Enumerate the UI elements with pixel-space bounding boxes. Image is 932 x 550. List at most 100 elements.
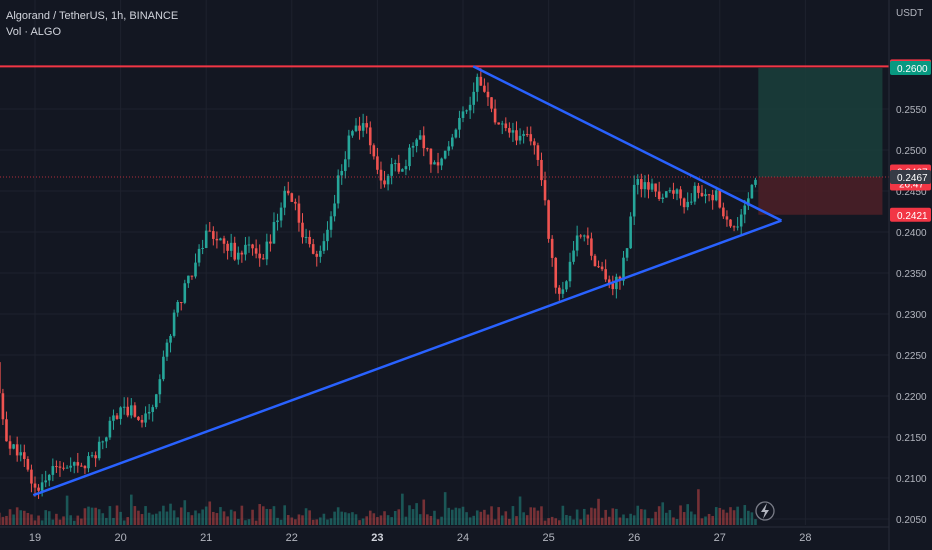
volume-bar xyxy=(172,510,176,525)
volume-bar xyxy=(361,518,365,525)
candle-body xyxy=(483,85,486,92)
candle-body xyxy=(675,189,679,194)
candle-body xyxy=(294,201,297,204)
price-tick-label: 0.2350 xyxy=(896,269,927,280)
candle-body xyxy=(629,216,632,249)
candle-body xyxy=(543,180,547,201)
volume-bar xyxy=(115,505,119,525)
candle-body xyxy=(661,197,665,200)
candle-body xyxy=(158,379,162,395)
volume-bar xyxy=(615,508,618,525)
lower-trendline xyxy=(32,219,782,497)
volume-bar xyxy=(597,498,600,525)
time-tick-label: 22 xyxy=(286,532,298,544)
candle-body xyxy=(126,406,130,416)
volume-bar xyxy=(368,510,372,525)
volume-bar xyxy=(714,507,718,525)
candle-body xyxy=(62,467,65,469)
volume-bar xyxy=(647,518,650,525)
price-tick-label: 0.2150 xyxy=(896,433,927,444)
volume-bar xyxy=(689,511,693,525)
volume-bar xyxy=(433,510,436,525)
candle-body xyxy=(754,179,757,185)
volume-bar xyxy=(650,518,654,525)
volume-bar xyxy=(169,503,172,525)
candle-body xyxy=(372,145,376,157)
candle-body xyxy=(105,437,108,442)
volume-label[interactable]: Vol · ALGO xyxy=(6,26,62,38)
volume-bar xyxy=(732,510,736,525)
candle-body xyxy=(165,342,169,357)
volume-bar xyxy=(176,517,179,525)
candle-body xyxy=(636,179,640,185)
candle-body xyxy=(108,420,112,438)
volume-bar xyxy=(568,515,572,525)
volume-bar xyxy=(386,515,390,525)
candle-body xyxy=(254,248,258,254)
candle-body xyxy=(536,145,540,160)
time-tick-label: 24 xyxy=(457,532,469,544)
volume-bar xyxy=(187,512,190,525)
volume-bar xyxy=(140,514,144,525)
candle-body xyxy=(472,91,475,105)
volume-bar xyxy=(600,517,604,525)
candles xyxy=(0,68,757,499)
volume-bar xyxy=(30,514,33,525)
volume-bar xyxy=(540,506,543,525)
candle-body xyxy=(554,257,558,288)
candle-body xyxy=(622,257,625,281)
volume-bar xyxy=(101,513,105,525)
candle-body xyxy=(5,419,8,442)
volume-bar xyxy=(15,507,19,525)
price-tick-label: 0.2550 xyxy=(896,105,927,116)
volume-bar xyxy=(722,509,725,525)
volume-bar xyxy=(579,519,582,525)
candle-body xyxy=(522,134,525,136)
volume-bar xyxy=(479,511,483,525)
volume-bar xyxy=(179,507,183,525)
price-axis[interactable]: USDT 0.2050 0.2100 0.2150 0.2200 0.2250 0.2300… xyxy=(888,0,932,550)
volume-bar xyxy=(565,514,568,525)
volume-bar xyxy=(162,505,165,525)
candle-body xyxy=(326,229,329,242)
volume-bar xyxy=(390,517,393,525)
volume-bars xyxy=(0,489,757,525)
candle-body xyxy=(137,416,140,420)
candle-body xyxy=(379,169,383,181)
time-tick-label: 20 xyxy=(114,532,126,544)
volume-bar xyxy=(351,512,354,525)
volume-bar xyxy=(604,509,607,525)
volume-bar xyxy=(672,517,675,525)
candle-body xyxy=(454,129,458,138)
volume-bar xyxy=(643,509,647,525)
time-axis[interactable]: 19 20 21 22 23 24 25 26 27 28 xyxy=(0,526,889,544)
volume-bar xyxy=(582,508,586,525)
candle-body xyxy=(204,230,208,249)
volume-bar xyxy=(105,517,108,525)
candle-body xyxy=(579,235,582,237)
volume-bar xyxy=(657,506,661,525)
volume-bar xyxy=(625,518,629,525)
volume-bar xyxy=(468,517,472,525)
lightning-icon[interactable] xyxy=(755,501,775,521)
volume-bar xyxy=(461,506,465,525)
candle-body xyxy=(30,469,33,484)
candle-body xyxy=(1,393,5,420)
candle-body xyxy=(707,194,711,196)
volume-bar xyxy=(736,506,739,525)
volume-bar xyxy=(37,515,40,525)
candle-body xyxy=(436,162,440,166)
candle-body xyxy=(80,465,83,467)
candle-body xyxy=(154,394,158,408)
volume-bar xyxy=(151,514,154,525)
candle-body xyxy=(565,281,568,290)
volume-bar xyxy=(272,506,276,525)
volume-bar xyxy=(1,516,5,525)
symbol-title[interactable]: Algorand / TetherUS, 1h, BINANCE xyxy=(6,10,179,22)
volume-bar xyxy=(261,506,265,525)
price-tag-value: 0.2600 xyxy=(897,64,928,75)
volume-bar xyxy=(558,520,561,525)
candle-body xyxy=(197,248,201,263)
drawing-lines[interactable] xyxy=(0,65,889,497)
